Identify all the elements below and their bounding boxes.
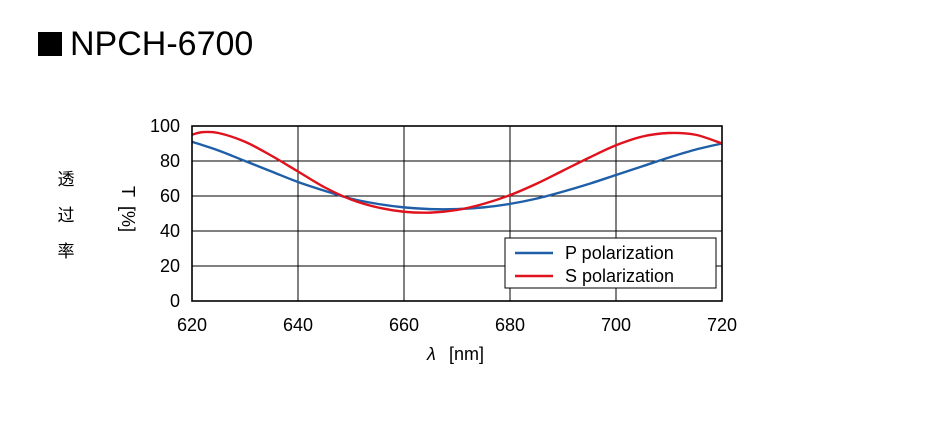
y-tick-label: 0	[170, 291, 180, 311]
y-tick-label: 20	[160, 256, 180, 276]
x-tick-label: 660	[389, 315, 419, 335]
y-axis-label-jp: 透 过 率	[52, 162, 80, 270]
y-tick-label: 80	[160, 151, 180, 171]
plot-frame	[191, 125, 723, 302]
y-tick-labels: 0 20 40 60 80 100	[150, 116, 180, 311]
x-tick-label: 700	[601, 315, 631, 335]
series-lines	[191, 130, 723, 214]
y-axis-label-jp-char: 透	[57, 170, 75, 190]
title-marker	[38, 32, 62, 56]
x-axis-label-unit: [nm]	[449, 344, 484, 364]
legend-label-p-polarization: P polarization	[565, 243, 674, 263]
chart-title: NPCH-6700	[38, 22, 253, 66]
y-tick-label: 60	[160, 186, 180, 206]
x-tick-label: 640	[283, 315, 313, 335]
x-tick-label: 620	[177, 315, 207, 335]
y-axis-label-symbol: T	[118, 186, 138, 197]
title-text: NPCH-6700	[70, 24, 254, 63]
legend-box	[504, 237, 717, 289]
legend-label-s-polarization: S polarization	[565, 266, 674, 286]
y-axis-label-jp-char: 率	[57, 242, 75, 262]
x-tick-label: 720	[707, 315, 737, 335]
y-axis-label: T [%]	[118, 186, 138, 232]
series-line-p-polarization	[191, 140, 723, 211]
y-tick-label: 100	[150, 116, 180, 136]
legend: P polarization S polarization	[504, 237, 717, 289]
x-axis-label-symbol: λ	[426, 344, 436, 364]
y-axis-label-jp-char: 过	[57, 206, 75, 226]
x-tick-labels: 620 640 660 680 700 720	[177, 315, 737, 335]
x-tick-label: 680	[495, 315, 525, 335]
y-tick-label: 40	[160, 221, 180, 241]
series-line-s-polarization	[191, 130, 723, 214]
y-axis-label-unit: [%]	[118, 206, 138, 232]
